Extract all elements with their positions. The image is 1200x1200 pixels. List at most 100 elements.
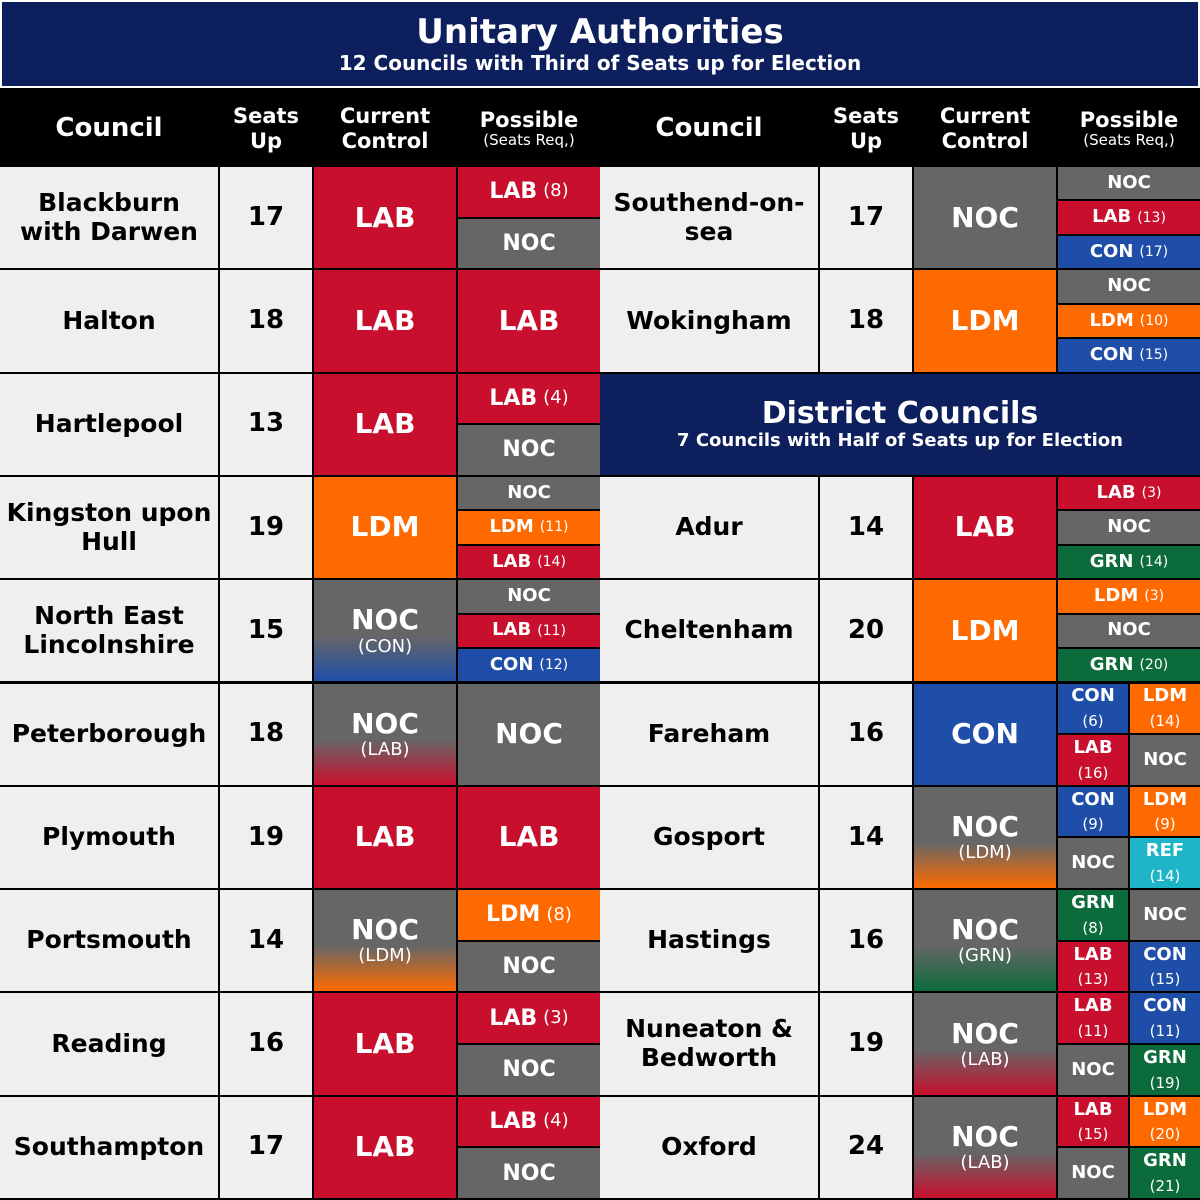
current-control: NOC (CON) bbox=[314, 580, 456, 682]
possible-outcome: LAB (11) bbox=[1058, 993, 1128, 1044]
possible-party: NOC bbox=[1071, 1058, 1115, 1080]
council-name: Reading bbox=[0, 993, 218, 1095]
current-control-sub: (CON) bbox=[357, 635, 413, 657]
council-name: Southend-on-sea bbox=[600, 167, 818, 269]
seats-up-text: 16 bbox=[247, 1028, 285, 1059]
current-control-text: LAB bbox=[354, 407, 416, 441]
current-control-sub: (LAB) bbox=[960, 1048, 1010, 1070]
possible-party: NOC bbox=[502, 437, 556, 463]
column-header-text: Council bbox=[655, 112, 763, 143]
column-header: Seats Up bbox=[820, 92, 912, 165]
possible-party: NOC bbox=[1107, 619, 1151, 641]
council-name: Nuneaton & Bedworth bbox=[600, 993, 818, 1095]
council-name-text: Southampton bbox=[13, 1131, 205, 1161]
current-control: CON bbox=[914, 683, 1056, 785]
possible-party: LDM bbox=[1142, 1098, 1188, 1120]
possible-outcome: NOC bbox=[1130, 890, 1200, 940]
possible-party: CON bbox=[489, 653, 534, 675]
possible-seats: (4) bbox=[543, 1110, 569, 1132]
possible-seats: (17) bbox=[1139, 244, 1169, 261]
possible-party: NOC bbox=[502, 1057, 556, 1083]
possible-outcome: CON (6) bbox=[1058, 683, 1128, 734]
possible-party: LDM bbox=[1142, 788, 1188, 810]
current-control: LDM bbox=[314, 476, 456, 579]
seats-up-text: 19 bbox=[847, 1028, 885, 1059]
possible-party: CON bbox=[1089, 240, 1134, 262]
possible-outcome: LAB (14) bbox=[458, 545, 600, 579]
seats-up: 20 bbox=[820, 580, 912, 682]
council-name: Southampton bbox=[0, 1096, 218, 1198]
possible-seats: (12) bbox=[539, 657, 569, 674]
current-control-text: LDM bbox=[950, 303, 1020, 337]
council-name: Gosport bbox=[600, 786, 818, 889]
current-control-text: NOC bbox=[951, 1119, 1019, 1153]
possible-outcome: LDM (20) bbox=[1130, 1096, 1200, 1147]
seats-up-text: 15 bbox=[247, 614, 285, 645]
current-control-sub: (LDM) bbox=[358, 945, 412, 967]
possible-seats: (14) bbox=[1149, 866, 1181, 885]
column-header-sub: (Seats Req,) bbox=[1083, 130, 1175, 149]
council-name-text: North East Lincolnshire bbox=[23, 601, 195, 659]
seats-up-text: 20 bbox=[847, 614, 885, 645]
column-header: Council bbox=[0, 92, 218, 165]
possible-seats: (3) bbox=[543, 1006, 569, 1028]
possible-outcome: GRN (8) bbox=[1058, 890, 1128, 940]
current-control-text: LAB bbox=[354, 303, 416, 337]
seats-up: 16 bbox=[820, 890, 912, 992]
seats-up-text: 13 bbox=[247, 408, 285, 439]
possible-seats: (11) bbox=[1077, 1021, 1109, 1040]
possible-party: LDM bbox=[1089, 309, 1134, 331]
possible-seats: (8) bbox=[543, 180, 569, 202]
possible-outcome: LAB (3) bbox=[1058, 476, 1200, 510]
subtitle: 12 Councils with Third of Seats up for E… bbox=[338, 51, 862, 76]
council-name-text: Nuneaton & Bedworth bbox=[625, 1014, 793, 1073]
seats-up-text: 14 bbox=[247, 924, 285, 955]
possible-party: NOC bbox=[1071, 1161, 1115, 1183]
seats-up: 18 bbox=[220, 683, 312, 785]
current-control: NOC bbox=[914, 167, 1056, 269]
possible-party: LAB bbox=[498, 820, 560, 854]
possible-outcome: LDM (10) bbox=[1058, 304, 1200, 338]
title-banner: Unitary Authorities 12 Councils with Thir… bbox=[0, 0, 1200, 88]
possible-party: CON bbox=[1071, 788, 1115, 810]
possible-seats: (16) bbox=[1077, 763, 1109, 782]
possible-outcome: NOC bbox=[1058, 270, 1200, 303]
possible-seats: (9) bbox=[1082, 815, 1104, 834]
seats-up: 17 bbox=[220, 167, 312, 269]
current-control-text: LDM bbox=[950, 613, 1020, 647]
possible-outcome: LDM (11) bbox=[458, 511, 600, 544]
possible-outcome: NOC bbox=[1058, 1045, 1128, 1095]
possible-party: REF bbox=[1145, 840, 1185, 862]
possible-party: CON bbox=[1143, 943, 1187, 965]
current-control: NOC (LAB) bbox=[314, 683, 456, 785]
council-name: Blackburn with Darwen bbox=[0, 167, 218, 269]
current-control: NOC (LDM) bbox=[314, 890, 456, 992]
possible-party: LAB bbox=[489, 179, 538, 205]
possible-party: GRN bbox=[1143, 1150, 1187, 1172]
possible-outcome: LAB (13) bbox=[1058, 941, 1128, 992]
possible-party: CON bbox=[1071, 685, 1115, 707]
seats-up-text: 17 bbox=[247, 1131, 285, 1162]
column-header-text: Current Control bbox=[339, 104, 431, 153]
possible-outcome: LAB (4) bbox=[458, 1096, 600, 1147]
council-name-text: Southend-on-sea bbox=[613, 187, 805, 246]
seats-up-text: 14 bbox=[847, 511, 885, 542]
current-control-text: NOC bbox=[351, 603, 419, 637]
possible-seats: (6) bbox=[1082, 712, 1104, 731]
council-name-text: Reading bbox=[51, 1028, 167, 1058]
possible-outcome: NOC bbox=[458, 683, 600, 785]
possible-outcome: CON (11) bbox=[1130, 993, 1200, 1044]
possible-outcome: GRN (21) bbox=[1130, 1148, 1200, 1198]
current-control-text: LDM bbox=[350, 510, 420, 544]
council-name-text: Portsmouth bbox=[26, 925, 192, 955]
possible-seats: (15) bbox=[1139, 347, 1169, 364]
possible-seats: (20) bbox=[1139, 657, 1169, 674]
council-name: Oxford bbox=[600, 1096, 818, 1198]
possible-outcome: LDM (3) bbox=[1058, 580, 1200, 613]
column-header-text: Seats Up bbox=[832, 104, 900, 153]
current-control: LAB bbox=[314, 270, 456, 372]
council-name: Fareham bbox=[600, 683, 818, 785]
possible-party: LDM bbox=[1093, 585, 1139, 607]
council-name: Halton bbox=[0, 270, 218, 372]
